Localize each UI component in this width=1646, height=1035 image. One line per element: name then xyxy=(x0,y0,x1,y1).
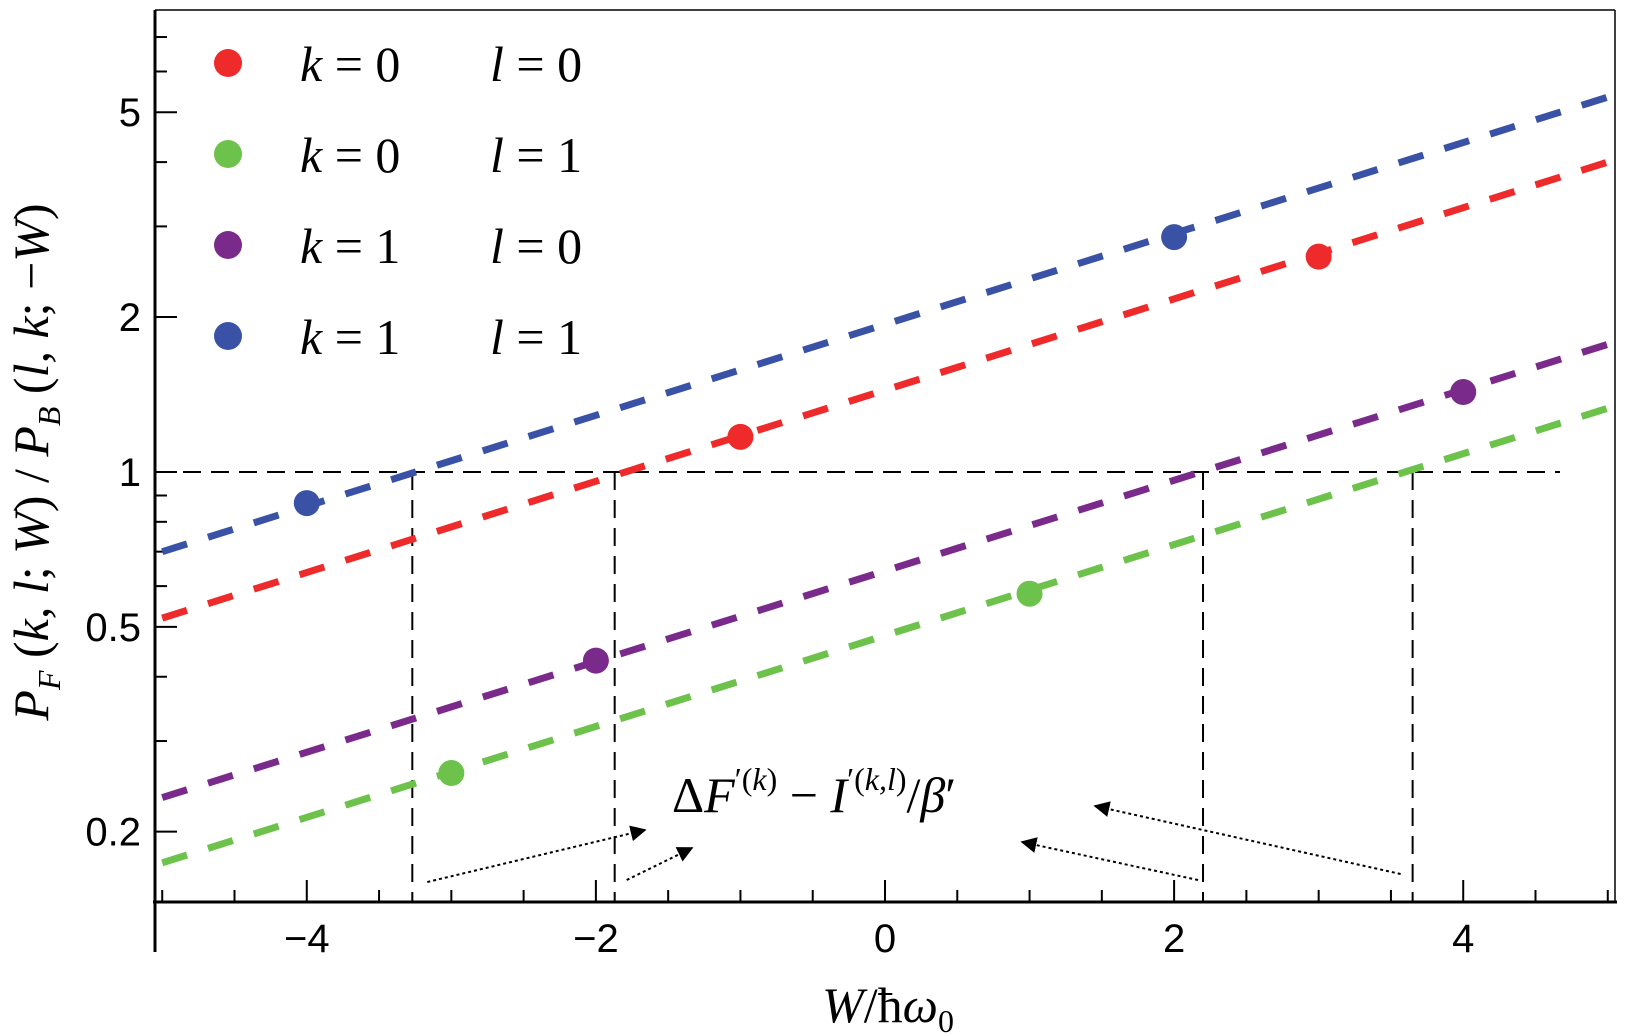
data-point xyxy=(1450,379,1477,406)
fit-line xyxy=(161,158,1609,622)
fit-line xyxy=(161,340,1609,801)
x-tick-label: −2 xyxy=(573,917,619,961)
data-point xyxy=(1016,580,1043,607)
y-tick-label: 1 xyxy=(119,451,141,495)
y-tick-label: 5 xyxy=(119,91,141,135)
data-point xyxy=(727,423,754,450)
legend: k = 0 l = 0 k = 0 l = 1 k = 1 l = 0 k = 1 l = 1 xyxy=(214,36,582,365)
legend-label-k: k = 0 xyxy=(300,127,400,183)
x-tick-label: −4 xyxy=(284,917,330,961)
legend-marker xyxy=(214,231,242,259)
x-axis-label: W/ħω0 xyxy=(822,977,954,1035)
legend-label-k: k = 1 xyxy=(300,218,400,274)
data-point xyxy=(1305,243,1332,270)
annotation-arrow xyxy=(1020,837,1199,881)
legend-marker xyxy=(214,49,242,77)
data-point xyxy=(293,490,320,517)
data-point xyxy=(1161,224,1188,251)
x-tick-label: 0 xyxy=(874,917,896,961)
legend-label-k: k = 1 xyxy=(300,309,400,365)
fit-line xyxy=(161,93,1609,556)
annotation-arrow xyxy=(427,825,647,883)
legend-label-k: k = 0 xyxy=(300,36,400,92)
data-point xyxy=(582,647,609,674)
legend-label-l: l = 1 xyxy=(490,127,582,183)
legend-label-l: l = 0 xyxy=(490,36,582,92)
data-point xyxy=(438,760,465,787)
annotation-arrow xyxy=(626,847,694,881)
x-tick-label: 2 xyxy=(1163,917,1185,961)
legend-label-l: l = 1 xyxy=(490,309,582,365)
fit-line xyxy=(161,404,1609,867)
legend-marker xyxy=(214,322,242,350)
y-tick-label: 2 xyxy=(119,296,141,340)
annotation-label: ΔF′(k) − I′(k,l)/β′ xyxy=(672,761,956,823)
plot-area: −4 −2 0 2 4 0.2 0.5 1 2 5 xyxy=(85,9,1617,961)
legend-label-l: l = 0 xyxy=(490,218,582,274)
x-tick-label: 4 xyxy=(1452,917,1474,961)
y-tick-label: 0.2 xyxy=(85,811,141,855)
y-axis-label: PF (k, l; W) / PB (l, k; −W) xyxy=(3,203,67,721)
y-tick-label: 0.5 xyxy=(85,606,141,650)
annotation-arrow xyxy=(1093,801,1401,875)
legend-marker xyxy=(214,140,242,168)
